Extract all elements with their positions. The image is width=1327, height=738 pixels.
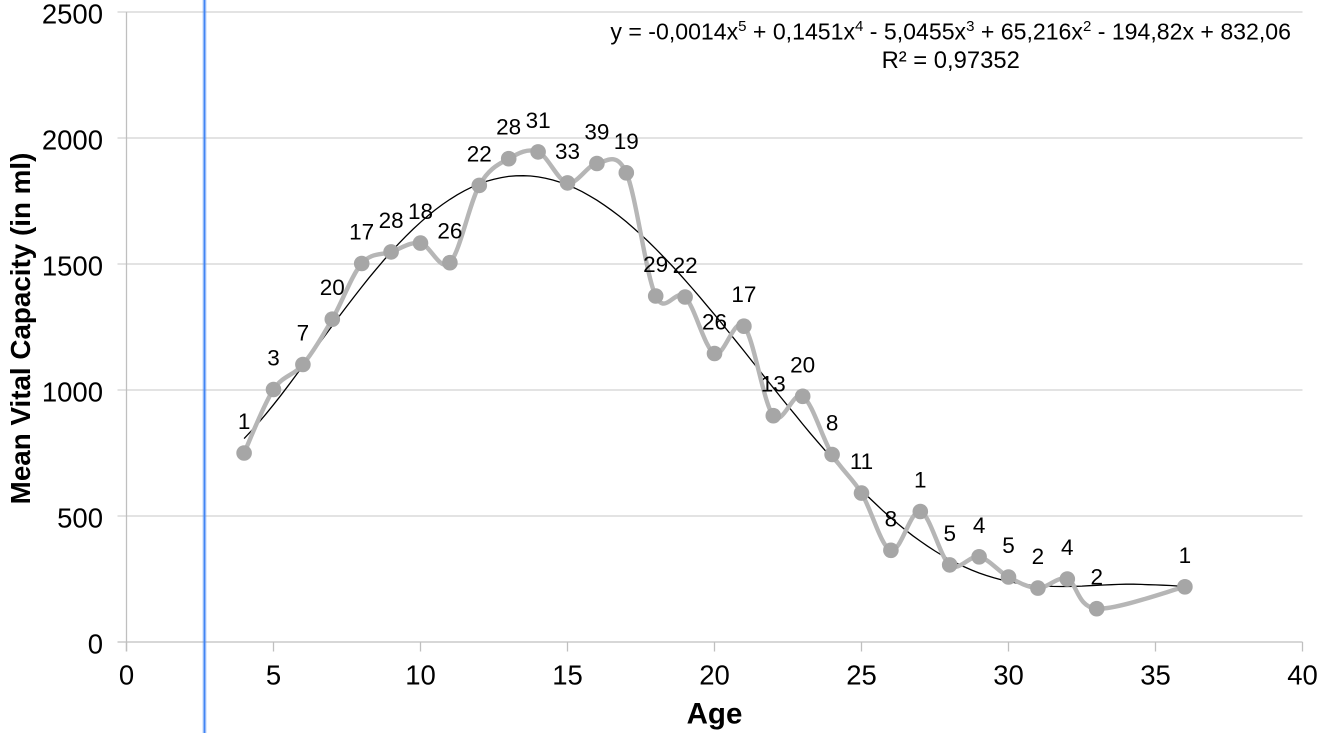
svg-text:19: 19 — [614, 129, 639, 154]
svg-text:10: 10 — [405, 660, 436, 691]
svg-text:8: 8 — [826, 411, 839, 436]
svg-text:39: 39 — [584, 120, 609, 145]
svg-text:20: 20 — [699, 660, 730, 691]
svg-text:1500: 1500 — [42, 251, 103, 282]
svg-text:17: 17 — [349, 220, 374, 245]
svg-text:7: 7 — [297, 321, 310, 346]
svg-text:15: 15 — [552, 660, 583, 691]
svg-text:18: 18 — [408, 199, 433, 224]
svg-text:5: 5 — [943, 521, 956, 546]
svg-text:1: 1 — [238, 409, 251, 434]
svg-text:26: 26 — [702, 310, 727, 335]
svg-text:13: 13 — [761, 372, 786, 397]
svg-text:1: 1 — [1179, 543, 1192, 568]
svg-text:28: 28 — [379, 208, 404, 233]
svg-text:0: 0 — [88, 629, 103, 660]
svg-text:0: 0 — [119, 660, 134, 691]
svg-text:20: 20 — [790, 352, 815, 377]
svg-text:Mean Vital Capacity (in ml): Mean Vital Capacity (in ml) — [5, 153, 36, 505]
svg-text:2: 2 — [1032, 544, 1045, 569]
svg-text:26: 26 — [437, 219, 462, 244]
svg-text:2000: 2000 — [42, 125, 103, 156]
svg-text:5: 5 — [1002, 533, 1015, 558]
svg-text:30: 30 — [993, 660, 1024, 691]
svg-text:20: 20 — [320, 275, 345, 300]
svg-text:22: 22 — [673, 253, 698, 278]
svg-text:22: 22 — [467, 141, 492, 166]
svg-text:Age: Age — [687, 698, 743, 731]
svg-text:17: 17 — [731, 282, 756, 307]
svg-text:5: 5 — [266, 660, 281, 691]
svg-text:4: 4 — [973, 513, 986, 538]
svg-text:y = -0,0014x5 + 0,1451x4 - 5,0: y = -0,0014x5 + 0,1451x4 - 5,0455x3 + 65… — [610, 18, 1291, 45]
svg-text:35: 35 — [1140, 660, 1171, 691]
svg-text:33: 33 — [555, 139, 580, 164]
svg-text:11: 11 — [850, 449, 873, 474]
svg-text:4: 4 — [1061, 535, 1074, 560]
svg-text:2: 2 — [1090, 565, 1103, 590]
svg-text:31: 31 — [526, 108, 551, 133]
svg-text:3: 3 — [267, 346, 280, 371]
svg-text:28: 28 — [496, 115, 521, 140]
svg-text:25: 25 — [846, 660, 877, 691]
svg-text:29: 29 — [643, 252, 668, 277]
svg-text:1000: 1000 — [42, 377, 103, 408]
svg-text:2500: 2500 — [42, 0, 103, 30]
svg-text:500: 500 — [57, 503, 103, 534]
svg-text:R² = 0,97352: R² = 0,97352 — [882, 47, 1020, 74]
svg-text:8: 8 — [885, 506, 898, 531]
svg-text:1: 1 — [914, 468, 927, 493]
svg-text:40: 40 — [1287, 660, 1318, 691]
